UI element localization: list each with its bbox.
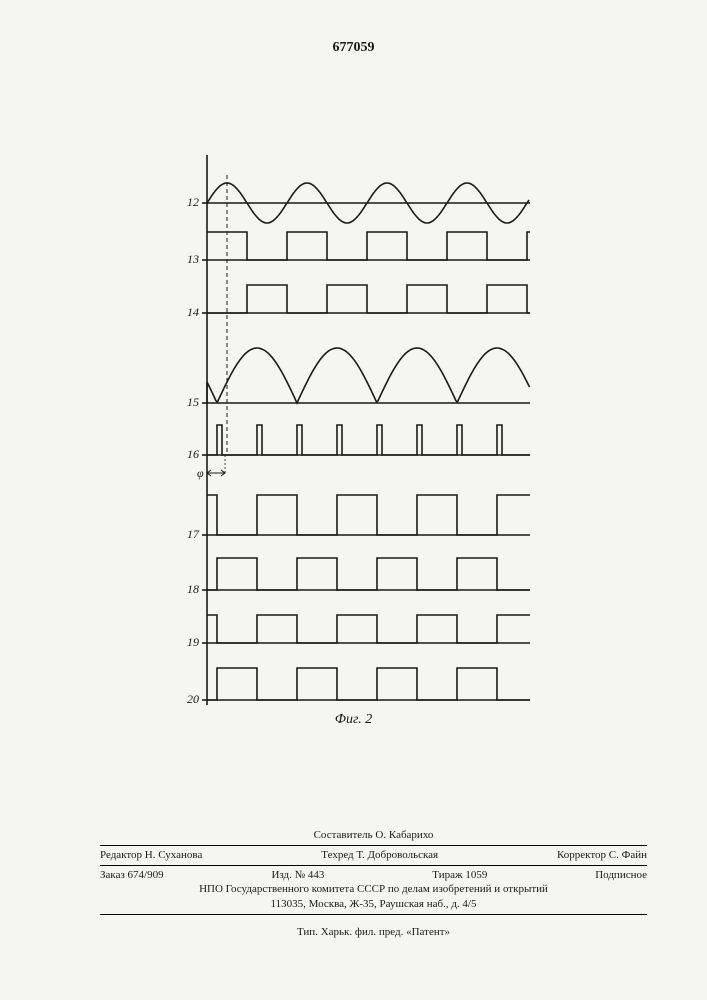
subscription-text: Подписное bbox=[595, 868, 647, 883]
order-row: Заказ 674/909 Изд. № 443 Тираж 1059 Подп… bbox=[100, 868, 647, 883]
row-label: 12 bbox=[179, 195, 199, 210]
editor-text: Редактор Н. Суханова bbox=[100, 848, 202, 863]
techred-text: Техред Т. Добровольская bbox=[321, 848, 438, 863]
page-number: 677059 bbox=[0, 40, 707, 56]
izd-text: Изд. № 443 bbox=[271, 868, 324, 883]
row-label: 16 bbox=[179, 447, 199, 462]
printer-line: Тип. Харьк. фил. пред. «Патент» bbox=[100, 925, 647, 940]
row-label: 17 bbox=[179, 527, 199, 542]
footer-rule bbox=[100, 865, 647, 866]
publisher-line2: 113035, Москва, Ж-35, Раушская наб., д. … bbox=[100, 897, 647, 912]
corrector-text: Корректор С. Файн bbox=[557, 848, 647, 863]
footer-rule bbox=[100, 845, 647, 846]
row-label: 19 bbox=[179, 635, 199, 650]
row-label: 13 bbox=[179, 252, 199, 267]
row-label: 18 bbox=[179, 582, 199, 597]
tirage-text: Тираж 1059 bbox=[432, 868, 487, 883]
row-label: 20 bbox=[179, 692, 199, 707]
timing-diagram-figure: φ bbox=[175, 155, 530, 705]
row-label: 14 bbox=[179, 305, 199, 320]
footer-rule bbox=[100, 914, 647, 915]
order-text: Заказ 674/909 bbox=[100, 868, 164, 883]
figure-caption: Фиг. 2 bbox=[0, 712, 707, 728]
compiler-line: Составитель О. Кабарихо bbox=[100, 828, 647, 843]
timing-diagram-svg: φ bbox=[175, 155, 530, 705]
row-label: 15 bbox=[179, 395, 199, 410]
publisher-line1: НПО Государственного комитета СССР по де… bbox=[100, 882, 647, 897]
credits-row: Редактор Н. Суханова Техред Т. Доброволь… bbox=[100, 848, 647, 863]
svg-text:φ: φ bbox=[197, 466, 204, 480]
footer-block: Составитель О. Кабарихо Редактор Н. Суха… bbox=[100, 828, 647, 940]
